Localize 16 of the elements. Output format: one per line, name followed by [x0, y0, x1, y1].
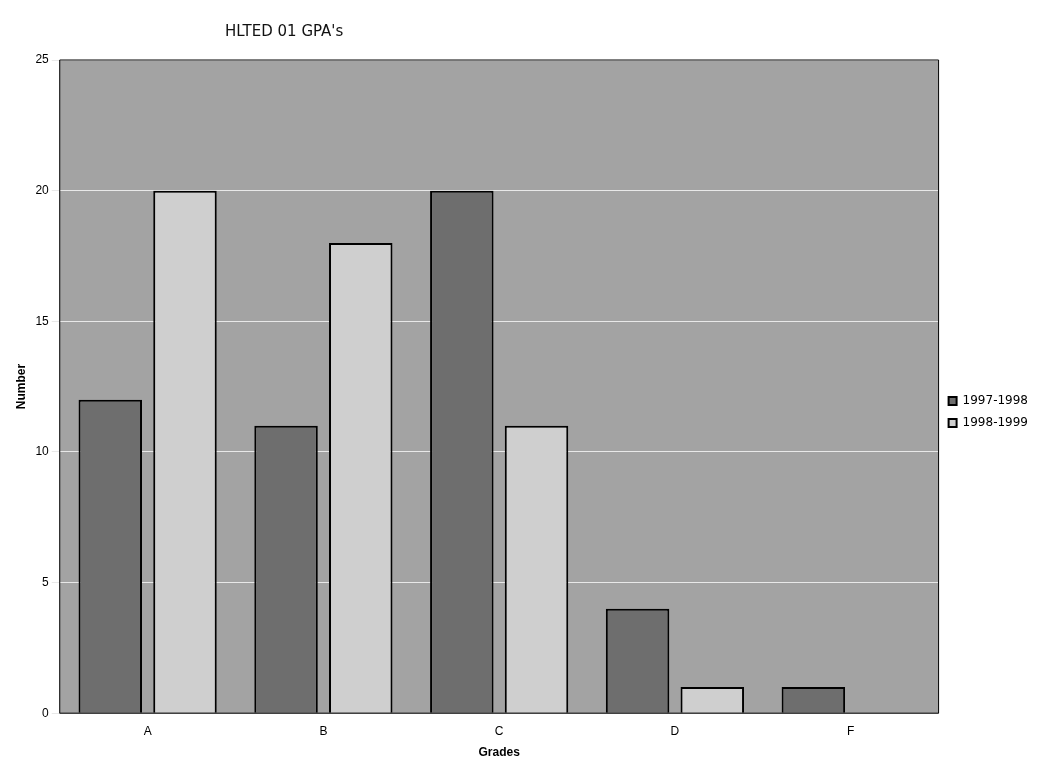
- x-tick-label: D: [670, 723, 680, 738]
- y-tick-label: 25: [35, 52, 50, 67]
- legend-label: 1997-1998: [962, 393, 1029, 408]
- x-axis-title: Grades: [478, 745, 521, 760]
- legend-label: 1998-1999: [962, 415, 1029, 430]
- y-tick-label: 15: [35, 313, 50, 328]
- y-tick-label: 10: [35, 444, 50, 459]
- x-tick-label: B: [319, 723, 328, 738]
- x-tick-label: F: [847, 723, 855, 738]
- y-tick-label: 5: [42, 574, 50, 589]
- chart-title: HLTED 01 GPA's: [225, 22, 344, 40]
- x-tick-label: A: [143, 723, 152, 738]
- y-axis-title: Number: [13, 363, 28, 410]
- x-tick-label: C: [494, 723, 504, 738]
- y-tick-label: 0: [42, 705, 50, 720]
- y-tick-label: 20: [35, 182, 50, 197]
